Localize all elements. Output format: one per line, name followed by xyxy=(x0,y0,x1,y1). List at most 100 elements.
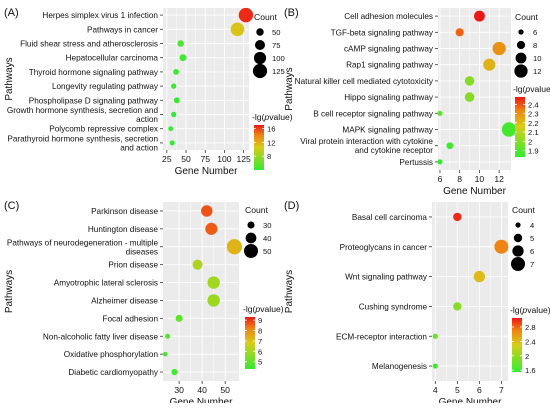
size-legend-dot xyxy=(512,245,524,257)
size-legend-label: 30 xyxy=(263,221,271,230)
y-tick-label: Longevity regulating pathway xyxy=(52,82,159,91)
size-legend-title: Count xyxy=(512,205,536,215)
size-legend-label: 75 xyxy=(272,41,280,50)
size-legend-label: 6 xyxy=(533,28,537,37)
color-legend-label: 12 xyxy=(267,138,275,147)
data-point xyxy=(238,7,254,23)
data-point xyxy=(173,69,179,75)
y-tick-label: Wnt signaling pathway xyxy=(345,273,428,282)
data-point xyxy=(455,28,464,37)
panel-letter: (B) xyxy=(284,7,299,19)
y-tick-label: Proteoglycans in cancer xyxy=(340,243,428,252)
x-tick-label: 30 xyxy=(174,385,184,395)
x-tick-label: 100 xyxy=(217,154,232,164)
y-tick-label: Polycomb repressive complex xyxy=(49,125,158,134)
y-tick-label: Viral protein interaction with cytokine a… xyxy=(300,137,433,155)
size-legend-label: 50 xyxy=(263,247,271,256)
y-axis-title: Pathways xyxy=(284,270,295,313)
data-point xyxy=(175,314,183,322)
size-legend-dot xyxy=(516,40,526,50)
data-point xyxy=(437,110,443,116)
size-legend-dot xyxy=(253,51,267,65)
size-legend-dot xyxy=(252,63,268,79)
size-legend-dot xyxy=(256,28,264,36)
y-tick-label: Pathways in cancer xyxy=(87,25,158,34)
data-point xyxy=(446,142,454,150)
x-tick-label: 6 xyxy=(477,385,482,395)
size-legend-dot xyxy=(247,221,255,229)
x-tick-label: 125 xyxy=(236,154,251,164)
data-point xyxy=(207,294,220,307)
color-legend-label: 5 xyxy=(258,358,262,367)
y-tick-label: Natural killer cell mediated cytotoxicit… xyxy=(295,77,434,86)
data-point xyxy=(473,10,485,22)
y-tick-label: Diabetic cardiomyopathy xyxy=(68,368,159,377)
color-legend-label: 2.3 xyxy=(528,110,539,119)
data-point xyxy=(201,205,213,217)
y-tick-label: cAMP signaling pathway xyxy=(344,45,434,54)
panel-letter: (D) xyxy=(284,200,299,212)
color-legend-title: -lg(pvalue) xyxy=(252,112,293,122)
color-legend-label: 7 xyxy=(258,337,262,346)
x-tick-label: 50 xyxy=(181,154,191,164)
x-tick-label: 25 xyxy=(162,154,172,164)
color-legend-label: 1.6 xyxy=(525,366,536,375)
y-tick-label: Pathways of neurodegeneration - multiple… xyxy=(7,238,159,256)
color-legend-label: 8 xyxy=(267,152,271,161)
data-point xyxy=(226,239,242,255)
size-legend-label: 40 xyxy=(263,234,271,243)
data-point xyxy=(494,239,509,254)
x-axis-title: Gene Number xyxy=(170,397,233,403)
panel-a: (A) Herpes simplex virus 1 infection Pathw… xyxy=(4,7,293,177)
x-tick-label: 5 xyxy=(455,385,460,395)
y-tick-label: Non-alcoholic fatty liver disease xyxy=(43,332,159,341)
size-legend-label: 12 xyxy=(533,67,541,76)
y-tick-label: Basal cell carcinoma xyxy=(352,213,428,222)
color-legend-label: 6 xyxy=(258,347,262,356)
size-legend-label: 8 xyxy=(533,41,537,50)
color-legend-label: 2 xyxy=(525,352,529,361)
x-tick-label: 40 xyxy=(197,385,207,395)
data-point xyxy=(168,126,174,132)
x-tick-label: 7 xyxy=(499,385,504,395)
y-tick-label: Cushing syndrome xyxy=(359,302,428,311)
size-legend-label: 5 xyxy=(530,234,534,243)
data-point xyxy=(464,92,475,102)
y-tick-label: Growth hormone synthesis, secretion and a… xyxy=(7,106,159,124)
data-point xyxy=(171,368,178,376)
y-tick-label: Alzheimer disease xyxy=(91,296,158,305)
size-legend-label: 125 xyxy=(272,67,285,76)
size-legend-dot xyxy=(244,244,258,258)
y-axis-title: Pathways xyxy=(284,67,295,110)
x-tick-label: 75 xyxy=(200,154,210,164)
x-axis-title: Gene Number xyxy=(443,186,506,197)
size-legend-title: Count xyxy=(254,12,278,22)
data-point xyxy=(171,83,177,89)
color-legend-bar xyxy=(515,97,525,157)
y-tick-label: Hepatocellular carcinoma xyxy=(66,54,159,63)
data-point xyxy=(163,351,168,357)
size-legend-label: 10 xyxy=(533,54,541,63)
y-tick-label: MAPK signaling pathway xyxy=(342,126,433,135)
color-legend-label: 2.8 xyxy=(525,323,536,332)
size-legend-label: 7 xyxy=(530,260,534,269)
size-legend-dot xyxy=(513,233,523,243)
y-tick-label: Focal adhesion xyxy=(102,314,158,323)
color-legend-title: -lg(pvalue) xyxy=(510,305,550,315)
color-legend-label: 16 xyxy=(267,124,275,133)
y-tick-label: TGF-beta signaling pathway xyxy=(331,28,434,37)
data-point xyxy=(464,76,475,86)
y-tick-label: B cell receptor signaling pathway xyxy=(313,109,434,118)
y-tick-label: Rap1 signaling pathway xyxy=(346,61,434,70)
size-legend-label: 100 xyxy=(272,54,285,63)
data-point xyxy=(207,276,220,289)
panel-c: (C) Parkinson disease Huntington disease Pa… xyxy=(4,200,284,408)
data-point xyxy=(192,259,203,270)
data-point xyxy=(177,40,184,47)
color-legend-bar xyxy=(512,318,522,372)
color-legend-bar xyxy=(245,317,255,369)
x-axis-title: Gene Number xyxy=(439,397,502,403)
size-legend-dot xyxy=(515,222,521,228)
y-tick-label: Thyroid hormone signaling pathway xyxy=(29,68,159,77)
